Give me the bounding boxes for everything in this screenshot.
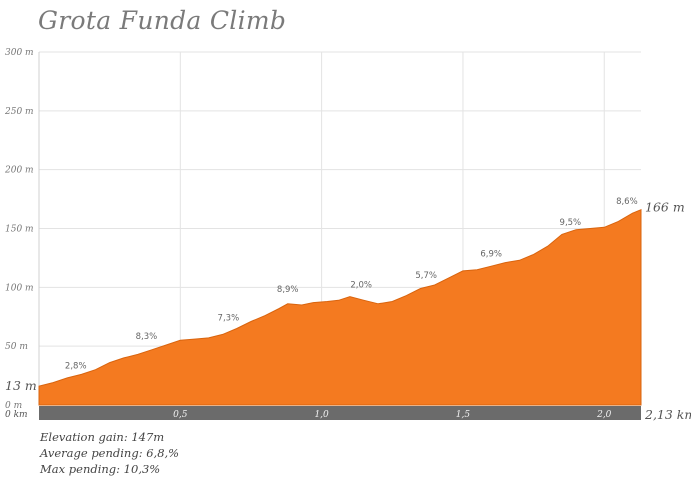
x-end-label: 2,13 km — [644, 407, 691, 422]
y-tick-label: 150 m — [5, 225, 34, 235]
chart-title: Grota Funda Climb — [38, 6, 287, 35]
elevation-gain-stat: Elevation gain: 147m — [40, 430, 165, 444]
max-pending-stat: Max pending: 10,3% — [40, 462, 161, 476]
segment-gradient-label: 7,3% — [218, 313, 240, 323]
segment-gradient-label: 9,5% — [560, 218, 582, 228]
segment-gradient-label: 6,9% — [480, 250, 502, 260]
x-tick-label: 1,0 — [314, 410, 329, 420]
y-tick-label: 0 m — [5, 401, 22, 411]
x-tick-label: 0 km — [5, 410, 28, 420]
average-pending-stat: Average pending: 6,8,% — [40, 446, 180, 460]
y-tick-label: 50 m — [5, 342, 28, 352]
start-elevation-label: 13 m — [5, 378, 37, 393]
y-tick-label: 250 m — [4, 107, 34, 117]
segment-gradient-label: 8,3% — [136, 332, 158, 342]
segment-gradient-label: 5,7% — [415, 271, 437, 281]
y-tick-label: 300 m — [5, 48, 34, 58]
elevation-area — [38, 208, 642, 406]
y-tick-label: 200 m — [4, 166, 34, 176]
x-tick-label: 0,5 — [173, 410, 188, 420]
end-elevation-label: 166 m — [645, 200, 685, 215]
segment-gradient-label: 2,8% — [65, 362, 87, 372]
segment-gradient-label: 2,0% — [350, 280, 372, 290]
y-tick-label: 100 m — [5, 283, 34, 293]
x-tick-label: 2,0 — [596, 410, 612, 420]
x-tick-label: 1,5 — [456, 410, 471, 420]
climb-stats: Elevation gain: 147m Average pending: 6,… — [40, 429, 179, 477]
segment-gradient-label: 8,6% — [616, 197, 638, 207]
x-axis-bar — [39, 406, 641, 420]
segment-gradient-label: 8,9% — [277, 285, 299, 295]
